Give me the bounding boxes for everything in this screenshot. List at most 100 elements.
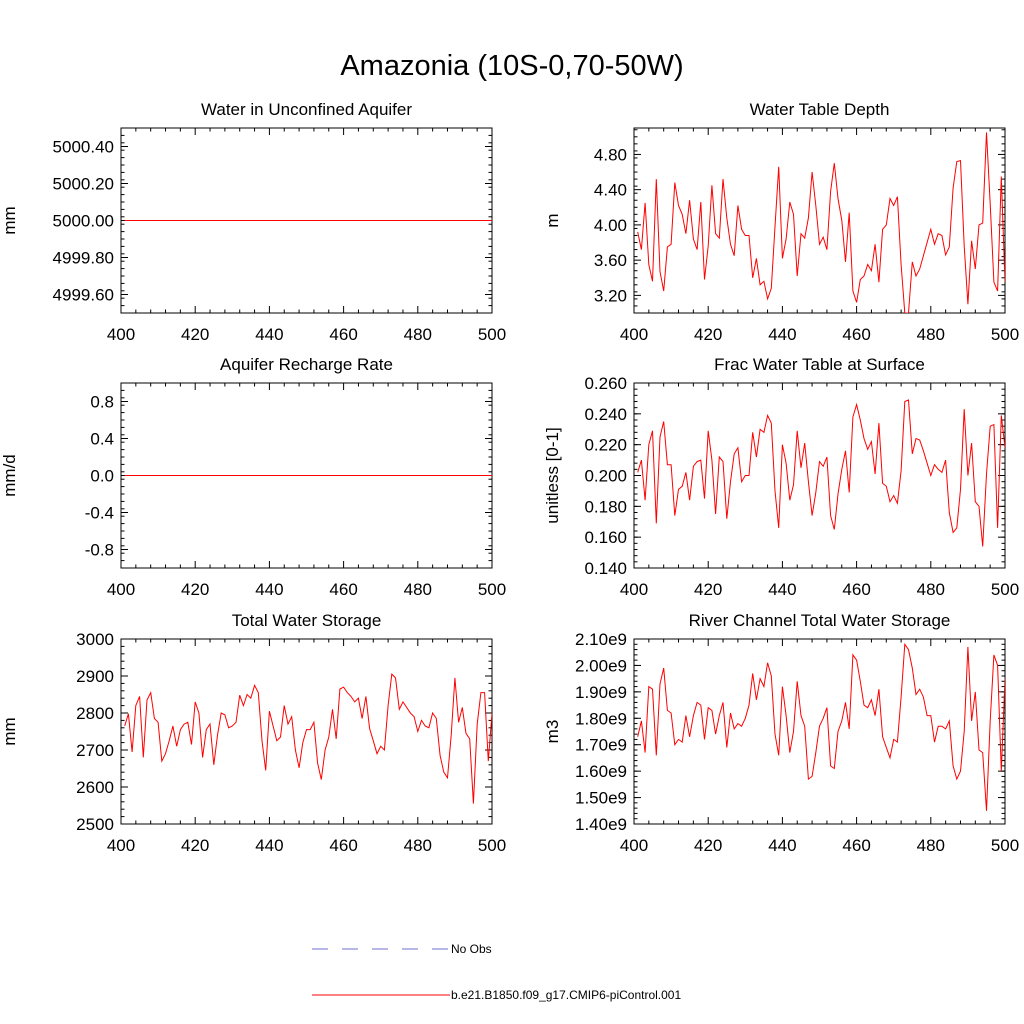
y-axis-label: mm/d <box>0 454 19 497</box>
chart-title: Water Table Depth <box>750 100 890 119</box>
y-tick-label: -0.4 <box>85 504 114 523</box>
x-tick-label: 440 <box>768 836 796 855</box>
x-tick-label: 440 <box>768 325 796 344</box>
y-axis-label: m <box>543 213 562 227</box>
y-axis-label: m3 <box>543 720 562 744</box>
x-tick-label: 500 <box>478 580 506 599</box>
series-line <box>637 132 1005 313</box>
x-tick-label: 460 <box>842 325 870 344</box>
x-tick-label: 480 <box>917 325 945 344</box>
x-tick-label: 420 <box>694 580 722 599</box>
x-tick-label: 400 <box>620 580 648 599</box>
y-tick-label: 4999.60 <box>53 286 114 305</box>
plot-frame <box>633 127 1006 314</box>
y-tick-label: -0.8 <box>85 541 114 560</box>
x-tick-label: 480 <box>404 836 432 855</box>
x-tick-label: 500 <box>991 580 1019 599</box>
series-line <box>637 399 1005 547</box>
y-axis-label: mm <box>0 206 19 234</box>
y-tick-label: 2700 <box>76 741 114 760</box>
plot-frame <box>633 382 1006 569</box>
x-tick-label: 500 <box>478 325 506 344</box>
x-tick-label: 480 <box>404 325 432 344</box>
y-tick-label: 1.40e9 <box>575 815 627 834</box>
series-line <box>637 642 1005 811</box>
x-tick-label: 400 <box>107 836 135 855</box>
y-tick-label: 2.00e9 <box>575 656 627 675</box>
y-tick-label: 0.0 <box>90 467 114 486</box>
x-tick-label: 400 <box>620 836 648 855</box>
y-tick-label: 5000.20 <box>53 175 114 194</box>
x-tick-label: 440 <box>255 325 283 344</box>
y-tick-label: 3.20 <box>594 286 627 305</box>
y-tick-label: 1.70e9 <box>575 736 627 755</box>
y-tick-label: 2600 <box>76 778 114 797</box>
y-tick-label: 1.80e9 <box>575 709 627 728</box>
x-tick-label: 420 <box>694 836 722 855</box>
x-tick-label: 400 <box>107 325 135 344</box>
x-tick-label: 460 <box>842 580 870 599</box>
x-tick-label: 420 <box>181 836 209 855</box>
y-tick-label: 1.60e9 <box>575 762 627 781</box>
chart-title: Water in Unconfined Aquifer <box>201 100 412 119</box>
plot-frame <box>633 638 1006 825</box>
y-tick-label: 2800 <box>76 704 114 723</box>
x-tick-label: 400 <box>107 580 135 599</box>
y-tick-label: 4.40 <box>594 181 627 200</box>
y-tick-label: 4.00 <box>594 216 627 235</box>
plot-frame <box>120 638 493 825</box>
y-tick-label: 1.90e9 <box>575 683 627 702</box>
y-tick-label: 0.240 <box>584 405 627 424</box>
x-tick-label: 480 <box>917 836 945 855</box>
chart-title: Frac Water Table at Surface <box>714 355 925 374</box>
series-line <box>124 672 492 804</box>
y-tick-label: 0.220 <box>584 436 627 455</box>
x-tick-label: 480 <box>917 580 945 599</box>
y-tick-label: 0.140 <box>584 559 627 578</box>
x-tick-label: 460 <box>329 325 357 344</box>
x-tick-label: 480 <box>404 580 432 599</box>
y-tick-label: 0.8 <box>90 393 114 412</box>
legend-graphics <box>312 948 450 996</box>
page-title: Amazonia (10S-0,70-50W) <box>340 50 684 82</box>
x-tick-label: 440 <box>768 580 796 599</box>
y-tick-label: 0.4 <box>90 430 114 449</box>
x-tick-label: 460 <box>329 836 357 855</box>
x-tick-label: 440 <box>255 580 283 599</box>
x-tick-label: 500 <box>478 836 506 855</box>
x-tick-label: 460 <box>329 580 357 599</box>
y-tick-label: 5000.00 <box>53 212 114 231</box>
chart-frac-water-table: Frac Water Table at Surface unitless [0-1… <box>543 355 1019 599</box>
chart-aquifer-water: Water in Unconfined Aquifer mm 400 420 440 46… <box>0 100 506 344</box>
x-tick-label: 460 <box>842 836 870 855</box>
x-tick-label: 420 <box>181 580 209 599</box>
chart-title: Total Water Storage <box>232 611 382 630</box>
chart-river-channel-storage: River Channel Total Water Storage m3 400 42… <box>543 611 1019 855</box>
y-tick-label: 0.160 <box>584 528 627 547</box>
y-tick-label: 4.80 <box>594 145 627 164</box>
y-tick-label: 3000 <box>76 630 114 649</box>
y-tick-label: 5000.40 <box>53 138 114 157</box>
y-tick-label: 2.10e9 <box>575 630 627 649</box>
x-tick-label: 500 <box>991 836 1019 855</box>
y-tick-label: 0.260 <box>584 374 627 393</box>
x-tick-label: 400 <box>620 325 648 344</box>
y-tick-label: 1.50e9 <box>575 789 627 808</box>
y-axis-label: mm <box>0 717 19 745</box>
y-tick-label: 2500 <box>76 815 114 834</box>
chart-total-water-storage: Total Water Storage mm 400 420 440 460 480 500 2… <box>0 611 506 855</box>
chart-title: Aquifer Recharge Rate <box>220 355 393 374</box>
y-tick-label: 4999.80 <box>53 249 114 268</box>
y-tick-label: 2900 <box>76 667 114 686</box>
y-tick-label: 0.200 <box>584 467 627 486</box>
x-tick-label: 420 <box>181 325 209 344</box>
x-tick-label: 440 <box>255 836 283 855</box>
chart-water-table-depth: Water Table Depth m 400 420 440 460 480 500 3.20… <box>543 100 1019 344</box>
y-tick-label: 3.60 <box>594 251 627 270</box>
chart-recharge-rate: Aquifer Recharge Rate mm/d 400 420 440 460 480… <box>0 355 506 599</box>
x-tick-label: 500 <box>991 325 1019 344</box>
x-tick-label: 420 <box>694 325 722 344</box>
y-axis-label: unitless [0-1] <box>543 427 562 523</box>
y-tick-label: 0.180 <box>584 497 627 516</box>
